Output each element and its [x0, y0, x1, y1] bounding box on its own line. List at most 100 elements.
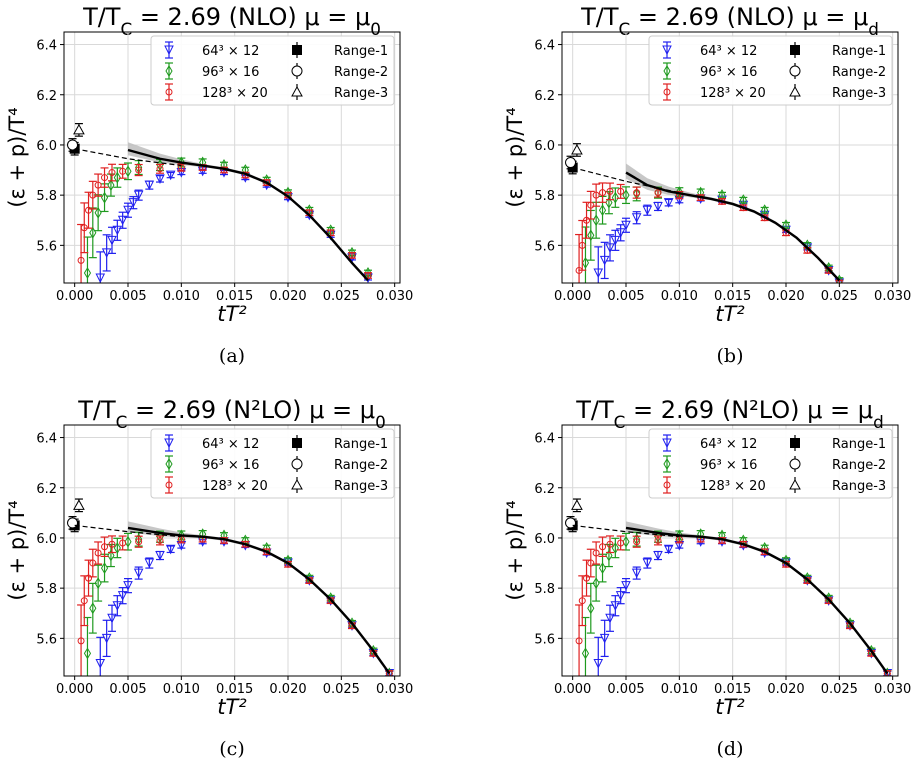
legend-marker: [291, 458, 303, 470]
data-point: [77, 256, 85, 264]
legend-box: [150, 35, 395, 106]
data-point: [653, 201, 663, 212]
legend-label: 128³ × 20: [202, 479, 268, 494]
x-tick-label: 0.005: [109, 682, 146, 697]
data-point: [124, 165, 132, 178]
data-point: [592, 577, 600, 590]
data-point: [605, 196, 613, 209]
data-point: [108, 540, 116, 548]
legend-marker: [165, 458, 173, 470]
legend: 64³ × 12 96³ × 16 128³ × 20 Range-1 Range-2 R…: [648, 428, 893, 499]
legend-label: Range-3: [832, 479, 886, 494]
data-point: [117, 591, 128, 601]
data-point: [587, 602, 595, 615]
legend-marker: [165, 88, 173, 96]
data-point: [155, 174, 165, 184]
legend: 64³ × 12 96³ × 16 128³ × 20 Range-1 Range-2 R…: [150, 428, 395, 499]
data-point: [598, 562, 607, 575]
panel-caption: (b): [717, 345, 744, 367]
data-point: [112, 225, 123, 236]
fit-band: [128, 521, 390, 675]
legend-marker: [789, 65, 801, 77]
data-point: [124, 535, 132, 548]
data-point: [583, 574, 591, 582]
data-point: [117, 215, 128, 226]
y-tick-label: 5.6: [36, 632, 57, 647]
data-point: [107, 179, 115, 192]
data-point: [327, 229, 335, 237]
x-tick-label: 0.025: [821, 289, 858, 304]
legend-marker: [789, 458, 801, 470]
series-2: [581, 528, 892, 676]
data-point: [95, 273, 106, 283]
legend-label: 64³ × 12: [700, 437, 757, 452]
y-tick-label: 6.0: [36, 139, 57, 154]
legend-marker: [663, 481, 671, 489]
series-3: [575, 535, 892, 676]
data-point: [113, 542, 121, 554]
data-point: [73, 499, 85, 510]
data-point: [621, 220, 631, 231]
plot-area: [565, 143, 845, 283]
x-tick-label: 0.015: [714, 289, 751, 304]
y-tick-label: 6.0: [36, 532, 57, 547]
legend-label: 64³ × 12: [202, 44, 259, 59]
x-axis-label: tT²: [715, 695, 745, 719]
data-point: [654, 536, 662, 544]
y-tick-label: 6.4: [36, 432, 57, 447]
data-point: [610, 601, 621, 611]
x-tick-label: 0.000: [56, 682, 93, 697]
data-point: [621, 581, 631, 591]
y-tick-label: 6.4: [534, 432, 555, 447]
y-axis-label: (ε + p)/T⁴: [503, 500, 527, 600]
plot-frame: [63, 424, 401, 677]
data-point: [622, 189, 630, 202]
legend: 64³ × 12 96³ × 16 128³ × 20 Range-1 Range-2 R…: [150, 35, 395, 106]
legend-label: Range-3: [334, 86, 388, 101]
data-point: [144, 558, 155, 569]
data-point: [100, 562, 109, 575]
x-tick-label: 0.020: [767, 289, 804, 304]
data-point: [631, 568, 642, 579]
data-point: [135, 538, 143, 546]
plot-area: [67, 123, 373, 283]
data-point: [156, 536, 164, 544]
data-point: [112, 601, 123, 611]
data-point: [107, 549, 115, 562]
legend-label: 128³ × 20: [700, 479, 766, 494]
data-point: [156, 165, 164, 173]
data-point: [587, 559, 595, 567]
legend: 64³ × 12 96³ × 16 128³ × 20 Range-1 Range-2 R…: [648, 35, 893, 106]
data-point: [633, 187, 641, 200]
series-1: [593, 537, 893, 676]
series-6: [73, 123, 85, 137]
legend-marker: [164, 438, 174, 449]
y-tick-label: 6.0: [534, 139, 555, 154]
data-point: [593, 268, 604, 279]
legend-label: Range-2: [334, 65, 388, 80]
y-tick-label: 5.6: [534, 239, 555, 254]
data-point: [605, 613, 615, 624]
data-point: [123, 581, 133, 591]
data-point: [107, 613, 117, 624]
data-point: [615, 591, 626, 601]
series-3: [77, 163, 372, 283]
data-point: [587, 229, 595, 242]
data-point: [571, 499, 583, 510]
series-5: [67, 138, 79, 152]
series-3: [77, 535, 394, 676]
legend-box: [648, 428, 893, 499]
data-point: [581, 647, 590, 660]
series-6: [73, 498, 85, 513]
continuum-fit-line: [127, 148, 369, 282]
x-tick-label: 0.000: [56, 289, 93, 304]
series-2: [83, 528, 394, 676]
data-point: [599, 543, 607, 551]
legend-label: 128³ × 20: [700, 86, 766, 101]
data-point: [663, 544, 674, 555]
extrapolation-line: [74, 524, 182, 538]
plot-area: [565, 498, 893, 676]
x-tick-label: 0.010: [163, 682, 200, 697]
data-point: [565, 517, 577, 529]
series-2: [581, 186, 844, 283]
